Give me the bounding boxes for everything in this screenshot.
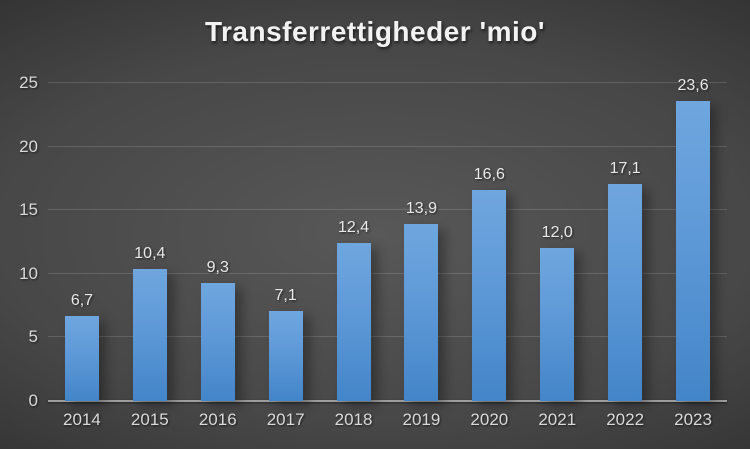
y-tick-label: 25 [19, 73, 38, 92]
bar-2016 [200, 282, 235, 401]
x-tick-label-2021: 2021 [538, 410, 577, 429]
bar-2019 [404, 224, 439, 401]
bar-2021 [540, 248, 575, 401]
bar-value-label-2016: 9,3 [206, 258, 229, 276]
chart-title: Transferrettigheder 'mio' [204, 16, 546, 47]
x-axis-line [48, 400, 727, 402]
x-tick-label-2019: 2019 [402, 410, 441, 429]
x-tick-label-2022: 2022 [606, 410, 645, 429]
x-axis: 2014 2015 2016 2017 2018 2019 2020 2021 2022 2023 [48, 410, 727, 438]
y-tick-label: 5 [28, 327, 38, 347]
y-tick-label: 10 [19, 263, 38, 283]
x-tick-label-2014: 2014 [63, 410, 101, 429]
x-tick-label-2017: 2017 [266, 410, 305, 429]
gridline [48, 336, 727, 338]
gridline [48, 145, 727, 147]
bar-2018 [336, 243, 371, 401]
bar-value-label-2019: 13,9 [405, 200, 437, 218]
bar-value-label-2022: 17,1 [609, 159, 641, 177]
x-tick-label-2023: 2023 [674, 410, 712, 429]
gridline [48, 209, 727, 211]
gridline [48, 82, 727, 83]
x-tick-label-2016: 2016 [198, 410, 237, 429]
bar-value-label-2015: 10,4 [134, 244, 166, 262]
x-tick-label-2015: 2015 [130, 410, 169, 429]
bar-value-label-2014: 6,7 [70, 291, 94, 309]
bar-2017 [268, 310, 303, 401]
bar-2020 [472, 189, 507, 401]
gridline [48, 272, 727, 274]
x-tick-label-2020: 2020 [470, 410, 509, 429]
y-tick-label: 15 [19, 200, 38, 220]
bar-value-label-2020: 16,6 [473, 165, 505, 183]
bar-value-label-2021: 12,0 [541, 224, 573, 242]
y-tick-label: 20 [19, 136, 38, 156]
plot-area: 6,7 10,4 9,3 7,1 12,4 13,9 16,6 12,0 17,1 23,6 [48, 77, 727, 402]
bar-2015 [132, 268, 167, 401]
y-tick-label: 0 [28, 391, 38, 410]
y-axis: 0 5 10 15 20 25 [0, 73, 38, 410]
bar-value-label-2017: 7,1 [274, 286, 297, 304]
bar-value-label-2023: 23,6 [677, 76, 709, 94]
bar-2014 [64, 315, 99, 401]
x-tick-label-2018: 2018 [334, 410, 373, 429]
bar-2022 [608, 183, 643, 401]
bar-2023 [676, 100, 711, 401]
bar-value-label-2018: 12,4 [337, 219, 370, 237]
